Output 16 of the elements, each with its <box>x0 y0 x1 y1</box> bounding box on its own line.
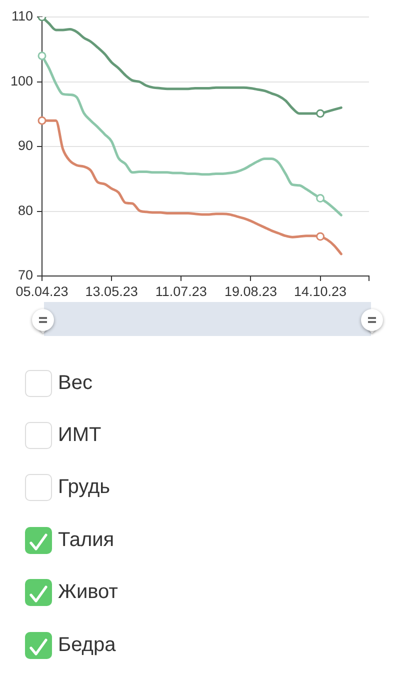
y-tick-label: 110 <box>11 8 33 24</box>
x-tick-label: 14.10.23 <box>294 284 347 299</box>
text: Вес <box>58 370 92 396</box>
y-tick-label: 90 <box>18 138 33 154</box>
text: ИМТ <box>58 422 102 448</box>
text: Живот <box>58 580 118 606</box>
x-tick-label: 19.08.23 <box>224 284 278 299</box>
y-tick-label: 70 <box>18 268 33 283</box>
x-tick-label: 05.04.23 <box>16 284 68 299</box>
text: Бедра <box>58 632 116 658</box>
text: Талия <box>58 528 114 553</box>
y-tick-label: 80 <box>18 202 33 218</box>
text: Грудь <box>58 475 110 500</box>
y-tick-label: 100 <box>10 73 33 88</box>
x-tick-label: 13.05.23 <box>85 284 138 299</box>
x-tick-label: 11.07.23 <box>155 284 207 299</box>
